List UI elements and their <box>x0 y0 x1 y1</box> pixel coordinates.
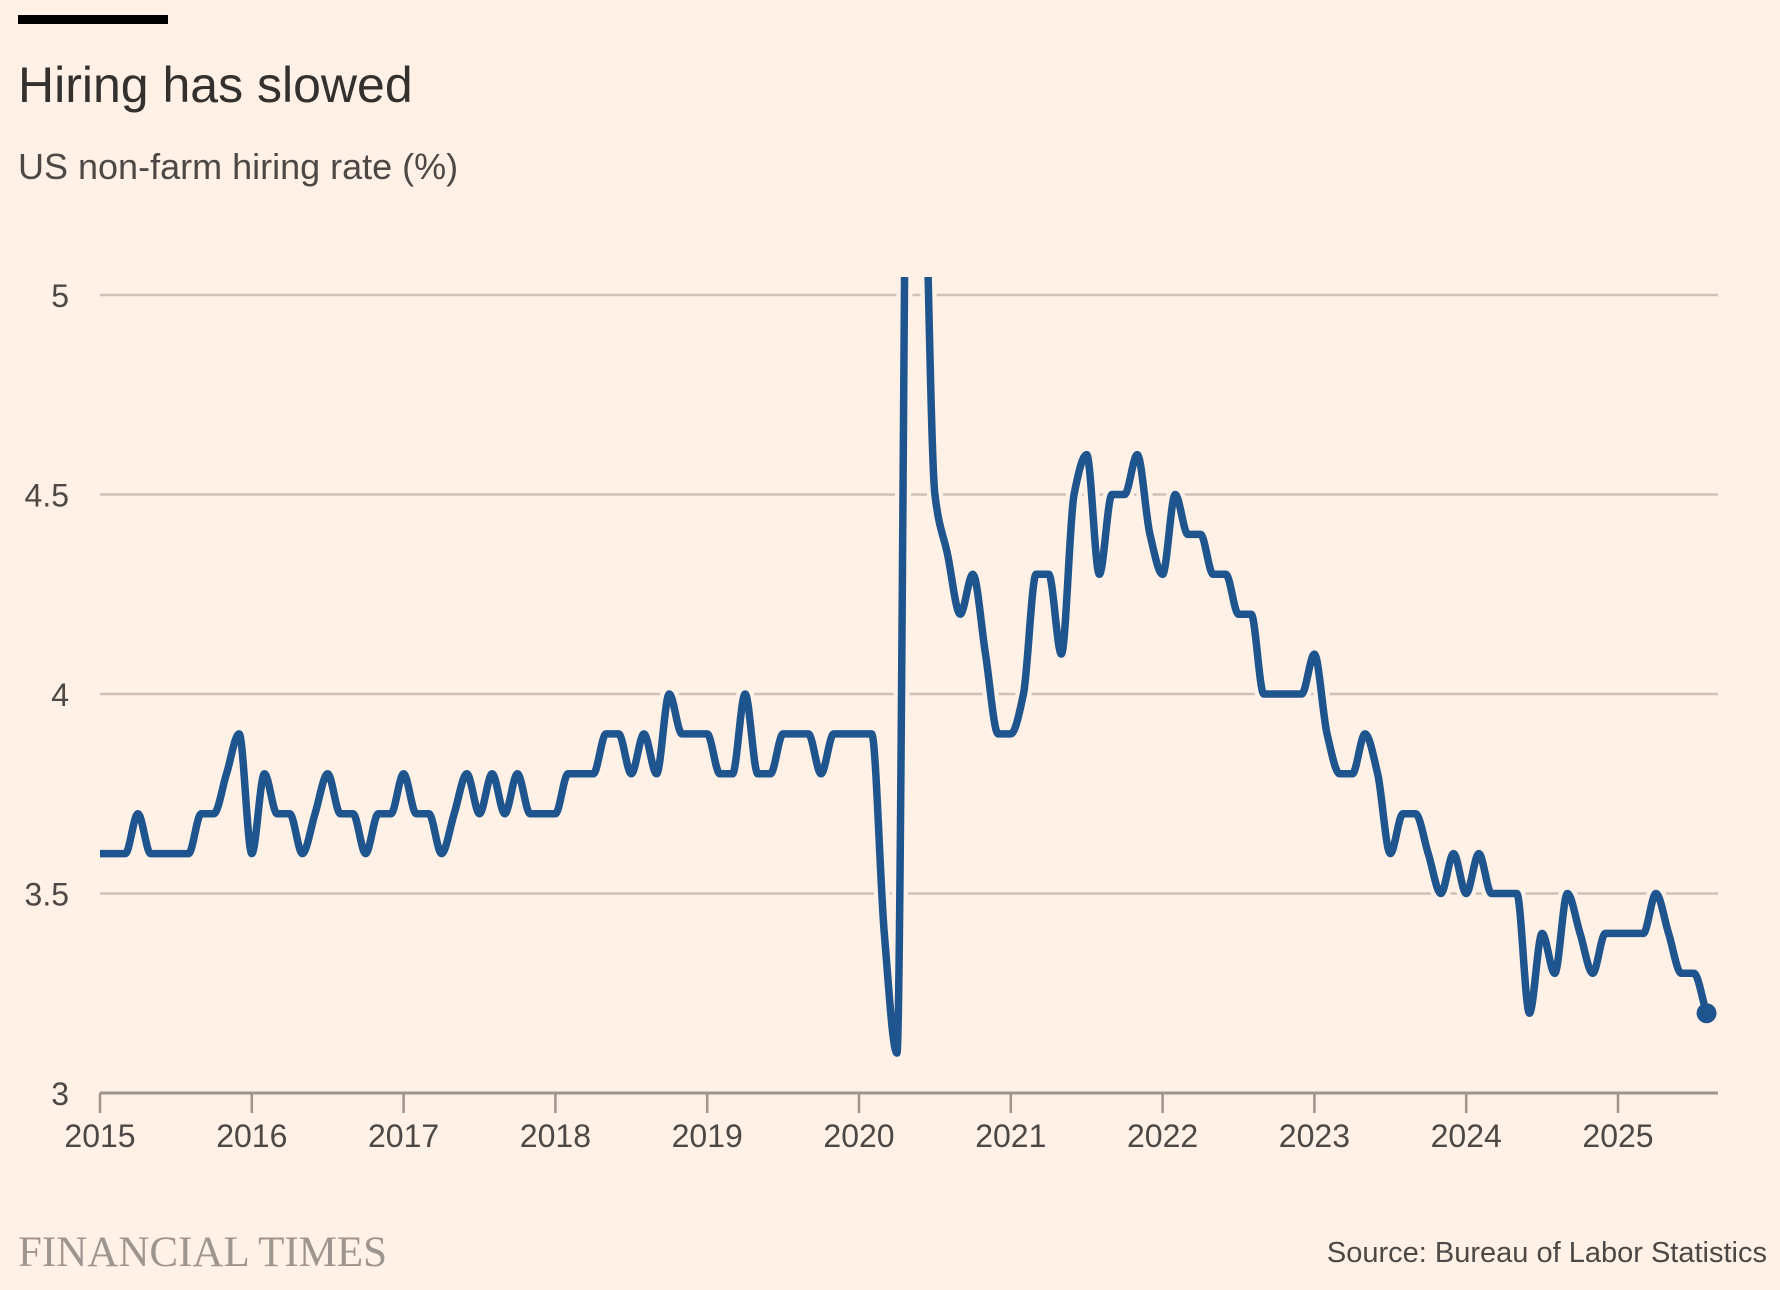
x-tick-label: 2016 <box>216 1118 287 1154</box>
x-tick-label: 2015 <box>64 1118 135 1154</box>
series-layer <box>92 277 1717 1062</box>
x-tick-label: 2020 <box>823 1118 894 1154</box>
x-tick-label: 2023 <box>1279 1118 1350 1154</box>
chart-subtitle: US non-farm hiring rate (%) <box>18 146 459 187</box>
x-tick-label: 2022 <box>1127 1118 1198 1154</box>
y-tick-label: 3.5 <box>25 877 69 913</box>
ft-brand-bar <box>18 15 168 24</box>
y-tick-label: 3 <box>51 1076 69 1112</box>
x-tick-label: 2021 <box>975 1118 1046 1154</box>
y-tick-label: 4 <box>51 677 69 713</box>
ft-logo: FINANCIAL TIMES <box>18 1229 388 1276</box>
x-tick-label: 2019 <box>672 1118 743 1154</box>
x-tick-label: 2025 <box>1582 1118 1653 1154</box>
y-tick-label: 4.5 <box>25 478 69 514</box>
x-axis: 2015 2016 2017 2018 2019 2020 2021 2022 2023 2024… <box>64 1091 1718 1154</box>
x-tick-label: 2018 <box>520 1118 591 1154</box>
series-line-hiring-rate <box>100 277 1711 1057</box>
chart-title: Hiring has slowed <box>18 57 413 113</box>
y-axis: 3 3.5 4 4.5 5 <box>25 278 69 1112</box>
y-tick-label: 5 <box>51 278 69 314</box>
x-tick-label: 2017 <box>368 1118 439 1154</box>
source-note: Source: Bureau of Labor Statistics <box>1326 1237 1767 1269</box>
latest-value-marker <box>1696 1003 1717 1024</box>
x-tick-label: 2024 <box>1431 1118 1502 1154</box>
